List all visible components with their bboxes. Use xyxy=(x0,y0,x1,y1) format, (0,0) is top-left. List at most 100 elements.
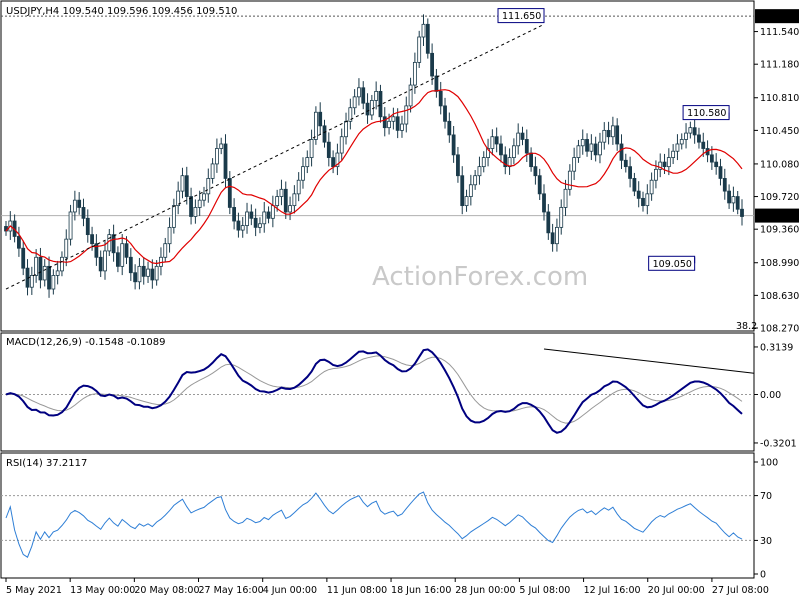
candle-body xyxy=(240,225,245,231)
candle-body xyxy=(516,132,521,147)
candle-body xyxy=(94,243,99,258)
rsi-series: 100 70 30 0 xyxy=(1,458,778,581)
watermark: ActionForex.com xyxy=(372,262,588,292)
main-grid xyxy=(1,15,754,217)
candle-body xyxy=(580,139,585,147)
candle-body xyxy=(111,234,116,254)
candle-body xyxy=(296,179,301,195)
price-tick-label: 109.360 xyxy=(760,225,799,236)
candle-body xyxy=(361,87,366,104)
candle-body xyxy=(64,238,69,258)
candle-body xyxy=(610,125,615,138)
macd-tick-label: 0.3139 xyxy=(760,342,793,353)
candle-body xyxy=(537,175,542,195)
time-tick-label: 12 Jul 16:00 xyxy=(584,585,641,596)
time-tick-label: 11 Jun 08:00 xyxy=(327,585,387,596)
candle-body xyxy=(684,132,688,140)
candle-body xyxy=(253,217,258,228)
macd-line xyxy=(5,348,743,434)
price-axis: 111.540 111.180 110.810 110.450 110.080 109.7… xyxy=(754,9,799,335)
candle-body xyxy=(692,127,697,136)
macd-tick-label: 0.00 xyxy=(760,390,781,401)
candle-body xyxy=(322,125,327,143)
candle-body xyxy=(511,145,516,158)
candle-body xyxy=(137,265,142,283)
price-tick-label: 108.630 xyxy=(760,291,799,302)
candle-body xyxy=(124,243,129,258)
candle-body xyxy=(636,190,641,199)
candle-body xyxy=(567,170,572,190)
candle-body xyxy=(318,111,323,127)
candle-body xyxy=(128,256,133,274)
candle-body xyxy=(740,208,744,217)
candle-body xyxy=(589,143,594,152)
candle-body xyxy=(576,145,581,158)
candle-body xyxy=(72,199,77,213)
candle-body xyxy=(623,159,628,168)
candle-body xyxy=(421,23,426,38)
candle-body xyxy=(309,139,314,158)
candle-body xyxy=(266,211,271,219)
candle-body xyxy=(47,265,51,290)
rsi-tick-label: 30 xyxy=(760,536,772,547)
candle-body xyxy=(649,179,654,195)
candle-body xyxy=(378,90,383,118)
candle-body xyxy=(301,166,305,181)
candle-body xyxy=(262,211,267,225)
candle-body xyxy=(701,141,706,149)
candle-body xyxy=(451,134,456,156)
candle-body xyxy=(671,150,676,158)
candle-body xyxy=(42,265,47,281)
candle-body xyxy=(154,265,159,281)
price-tick-label: 110.810 xyxy=(760,93,799,104)
candle-body xyxy=(326,141,331,158)
small-level-label: 38.2 xyxy=(736,321,757,332)
candle-body xyxy=(34,256,39,276)
candle-body xyxy=(658,161,663,170)
candle-body xyxy=(645,193,650,207)
candle-body xyxy=(275,196,280,207)
candle-body xyxy=(223,143,228,179)
annotation-label: 110.580 xyxy=(687,108,726,119)
rsi-line xyxy=(5,491,743,558)
candle-body xyxy=(619,143,624,161)
candle-body xyxy=(400,123,404,131)
candle-body xyxy=(249,211,254,219)
candle-body xyxy=(313,111,318,140)
candle-body xyxy=(464,196,469,207)
price-tick-label: 108.270 xyxy=(760,324,799,335)
candle-body xyxy=(430,52,435,77)
candle-body xyxy=(29,275,34,288)
candle-body xyxy=(606,129,611,138)
candle-body xyxy=(550,232,555,245)
candle-body xyxy=(38,256,43,281)
rsi-tick-label: 100 xyxy=(760,458,778,469)
candle-body xyxy=(585,139,589,152)
candle-body xyxy=(292,193,297,207)
candle-body xyxy=(365,102,370,116)
candle-body xyxy=(679,139,684,145)
time-axis: 5 May 2021 13 May 00:00 20 May 08:00 27 May… xyxy=(5,578,769,596)
price-annotations: 111.650 110.580 109.050 xyxy=(497,8,730,271)
candle-body xyxy=(51,275,56,290)
candle-body xyxy=(68,211,73,240)
candle-body xyxy=(438,90,443,107)
candle-body xyxy=(176,190,181,207)
candle-body xyxy=(697,134,701,143)
candle-body xyxy=(369,100,374,116)
main-overlays xyxy=(5,23,743,290)
candle-body xyxy=(404,105,409,125)
macd-panel-frame xyxy=(0,332,755,452)
candle-body xyxy=(555,226,559,245)
candle-body xyxy=(688,127,693,134)
candle-body xyxy=(55,270,60,276)
last-price-label: 109.510 xyxy=(758,211,797,222)
candle-body xyxy=(460,175,465,207)
candle-body xyxy=(60,256,64,272)
macd-series: 0.3139 0.00 -0.3201 xyxy=(1,342,797,449)
time-tick-label: 20 May 08:00 xyxy=(134,585,199,596)
candle-body xyxy=(116,252,120,267)
candle-body xyxy=(150,268,155,281)
candle-body xyxy=(666,157,671,168)
candle-body xyxy=(120,243,125,267)
